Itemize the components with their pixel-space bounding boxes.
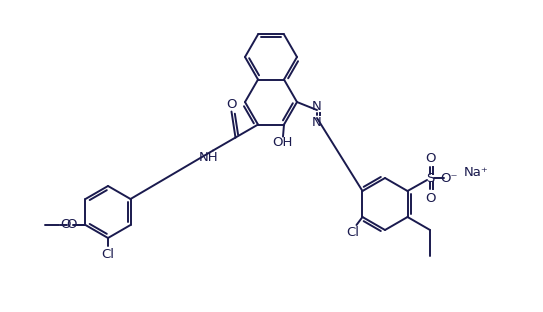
Text: O: O [60, 218, 71, 232]
Text: N: N [312, 100, 322, 113]
Text: Cl: Cl [346, 227, 359, 240]
Text: Na⁺: Na⁺ [464, 167, 488, 179]
Text: N: N [312, 115, 322, 129]
Text: OH: OH [272, 136, 292, 149]
Text: O: O [226, 98, 237, 111]
Text: S: S [426, 172, 434, 184]
Text: NH: NH [199, 151, 219, 164]
Text: Cl: Cl [102, 247, 115, 261]
Text: O: O [425, 192, 435, 204]
Text: O: O [66, 218, 77, 232]
Text: O: O [425, 152, 435, 164]
Text: O⁻: O⁻ [440, 172, 458, 184]
